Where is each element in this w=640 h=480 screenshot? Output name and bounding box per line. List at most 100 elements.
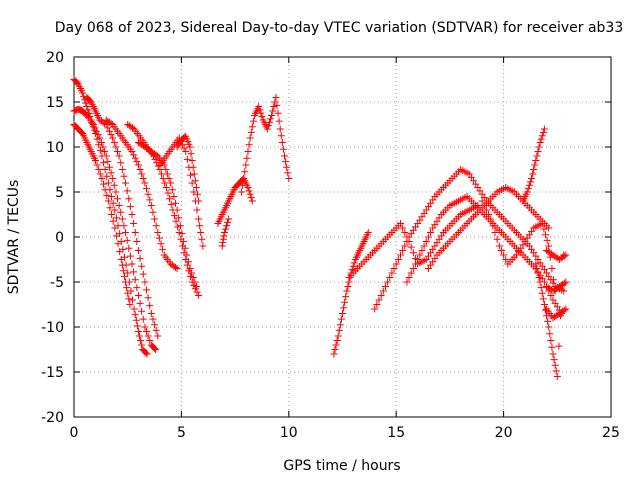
data-point	[478, 197, 486, 205]
data-point	[173, 143, 181, 151]
data-point	[248, 197, 256, 205]
data-point	[180, 238, 188, 245]
data-point	[134, 247, 142, 254]
grid	[74, 57, 611, 417]
data-point	[533, 152, 541, 160]
y-tick-label: 20	[46, 50, 64, 66]
data-point	[418, 247, 426, 254]
data-point	[390, 265, 398, 272]
series-track-19	[532, 251, 568, 380]
data-point	[246, 190, 254, 198]
data-point	[197, 229, 205, 236]
data-point	[403, 278, 411, 286]
data-point	[188, 157, 196, 164]
data-point	[93, 127, 101, 135]
data-point	[544, 317, 552, 325]
data-point	[562, 251, 570, 259]
data-point	[392, 260, 400, 268]
data-point	[247, 194, 255, 202]
data-point	[285, 175, 293, 182]
data-point	[336, 321, 344, 329]
data-point	[245, 141, 253, 149]
data-point	[379, 287, 387, 295]
data-point	[547, 337, 555, 344]
data-point	[110, 139, 118, 146]
data-point	[188, 269, 196, 277]
data-point	[258, 113, 266, 121]
data-point	[562, 278, 570, 286]
data-point	[124, 269, 132, 277]
data-point	[491, 229, 499, 236]
data-point	[141, 179, 149, 187]
data-point	[195, 215, 203, 223]
series-track-14	[345, 202, 482, 281]
data-point	[396, 251, 404, 259]
data-point	[384, 278, 392, 286]
x-tick-label: 10	[280, 425, 298, 441]
data-point	[343, 287, 351, 295]
data-point	[533, 265, 541, 272]
data-point	[118, 166, 126, 173]
data-point	[147, 310, 155, 317]
data-point	[195, 197, 203, 205]
data-point	[341, 298, 349, 306]
data-point	[163, 170, 171, 178]
data-point	[144, 190, 152, 198]
data-point	[523, 188, 531, 196]
data-point	[100, 180, 108, 188]
data-point	[94, 131, 102, 139]
x-tick-label: 25	[602, 425, 620, 441]
data-point	[100, 159, 108, 167]
data-point	[424, 233, 432, 241]
data-point	[373, 301, 381, 308]
data-point	[99, 143, 107, 151]
data-point	[171, 263, 179, 271]
data-point	[218, 242, 226, 250]
data-point	[339, 310, 346, 317]
data-point	[125, 244, 133, 252]
data-point	[545, 323, 553, 331]
data-point	[263, 125, 271, 133]
data-point	[165, 175, 173, 182]
data-point	[173, 206, 181, 214]
data-point	[275, 117, 283, 125]
data-point	[159, 175, 167, 182]
data-point	[82, 99, 90, 107]
data-point	[184, 258, 192, 266]
data-point	[96, 134, 104, 142]
data-point	[189, 163, 197, 171]
series-track-18	[478, 197, 559, 295]
data-point	[330, 350, 338, 358]
series-track-5	[102, 116, 181, 272]
data-point	[110, 181, 118, 189]
data-point	[132, 316, 140, 324]
data-point	[123, 187, 131, 195]
data-point	[239, 181, 247, 189]
data-point	[269, 107, 277, 115]
data-point	[142, 349, 150, 357]
data-point	[93, 161, 101, 169]
data-point	[535, 274, 543, 281]
data-point	[273, 101, 281, 109]
data-point	[131, 229, 139, 236]
data-point	[125, 295, 133, 303]
data-points	[70, 76, 570, 380]
x-tick-label: 0	[70, 425, 79, 441]
data-point	[167, 200, 175, 208]
data-point	[255, 103, 263, 110]
data-point	[138, 262, 146, 270]
data-point	[224, 218, 232, 226]
x-tick-label: 15	[387, 425, 405, 441]
data-point	[550, 356, 558, 364]
data-point	[144, 332, 152, 340]
data-point	[152, 326, 160, 334]
data-point	[96, 170, 104, 178]
data-point	[129, 124, 137, 132]
data-point	[131, 276, 139, 284]
data-point	[164, 189, 172, 197]
data-point	[178, 230, 186, 238]
data-point	[131, 311, 139, 319]
chart-title: Day 068 of 2023, Sidereal Day-to-day VTE…	[55, 20, 624, 36]
data-point	[108, 193, 116, 200]
